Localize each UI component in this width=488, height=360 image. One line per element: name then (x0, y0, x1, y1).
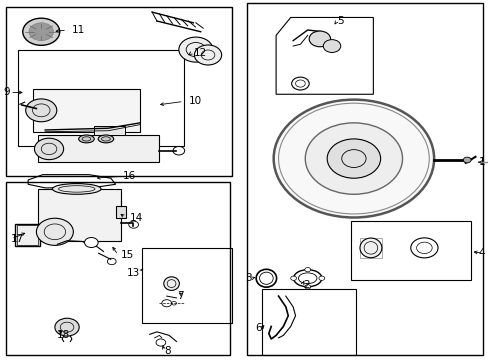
Circle shape (26, 99, 57, 122)
Ellipse shape (52, 184, 101, 194)
Bar (142, 248, 232, 323)
Text: 15: 15 (120, 250, 134, 260)
Bar (38, 135, 159, 162)
Text: 8: 8 (164, 346, 170, 356)
Circle shape (304, 285, 310, 289)
Ellipse shape (359, 238, 381, 258)
Bar (246, 3, 482, 355)
Text: 10: 10 (188, 96, 201, 107)
Circle shape (84, 238, 98, 248)
Text: 9: 9 (4, 87, 10, 98)
Text: 14: 14 (130, 212, 143, 222)
Circle shape (318, 276, 324, 280)
Circle shape (29, 23, 53, 41)
Circle shape (273, 100, 433, 217)
Text: 6: 6 (254, 323, 261, 333)
Circle shape (305, 123, 402, 194)
Circle shape (290, 276, 296, 280)
Text: 1: 1 (478, 157, 484, 167)
Circle shape (23, 18, 60, 45)
Text: 13: 13 (126, 268, 140, 278)
Bar (17, 225, 38, 245)
Text: 3: 3 (244, 273, 251, 283)
Bar (38, 189, 120, 241)
Circle shape (304, 267, 310, 272)
Text: 11: 11 (72, 25, 85, 35)
Bar (33, 89, 140, 132)
Ellipse shape (79, 135, 94, 143)
Circle shape (194, 45, 221, 65)
Bar (19, 50, 183, 146)
Text: 12: 12 (193, 48, 206, 58)
Circle shape (326, 139, 380, 178)
Circle shape (34, 138, 63, 159)
Bar (351, 221, 469, 280)
Text: 2: 2 (302, 280, 309, 291)
Text: 18: 18 (57, 330, 70, 341)
Bar (360, 238, 381, 257)
Bar (6, 7, 232, 176)
Bar (15, 224, 40, 246)
Bar (335, 147, 372, 170)
Circle shape (179, 37, 212, 62)
Text: 7: 7 (177, 291, 183, 301)
Text: 16: 16 (122, 171, 136, 181)
Circle shape (323, 40, 340, 53)
Bar (261, 289, 356, 355)
Text: 4: 4 (478, 248, 484, 258)
Circle shape (462, 157, 470, 163)
Circle shape (36, 218, 73, 246)
Ellipse shape (98, 135, 114, 143)
Circle shape (55, 318, 79, 336)
Text: 5: 5 (336, 16, 343, 26)
Ellipse shape (163, 277, 179, 291)
Bar (94, 126, 125, 135)
Bar (116, 206, 126, 217)
Circle shape (308, 31, 330, 47)
Bar (6, 182, 229, 355)
Text: 17: 17 (11, 234, 24, 244)
